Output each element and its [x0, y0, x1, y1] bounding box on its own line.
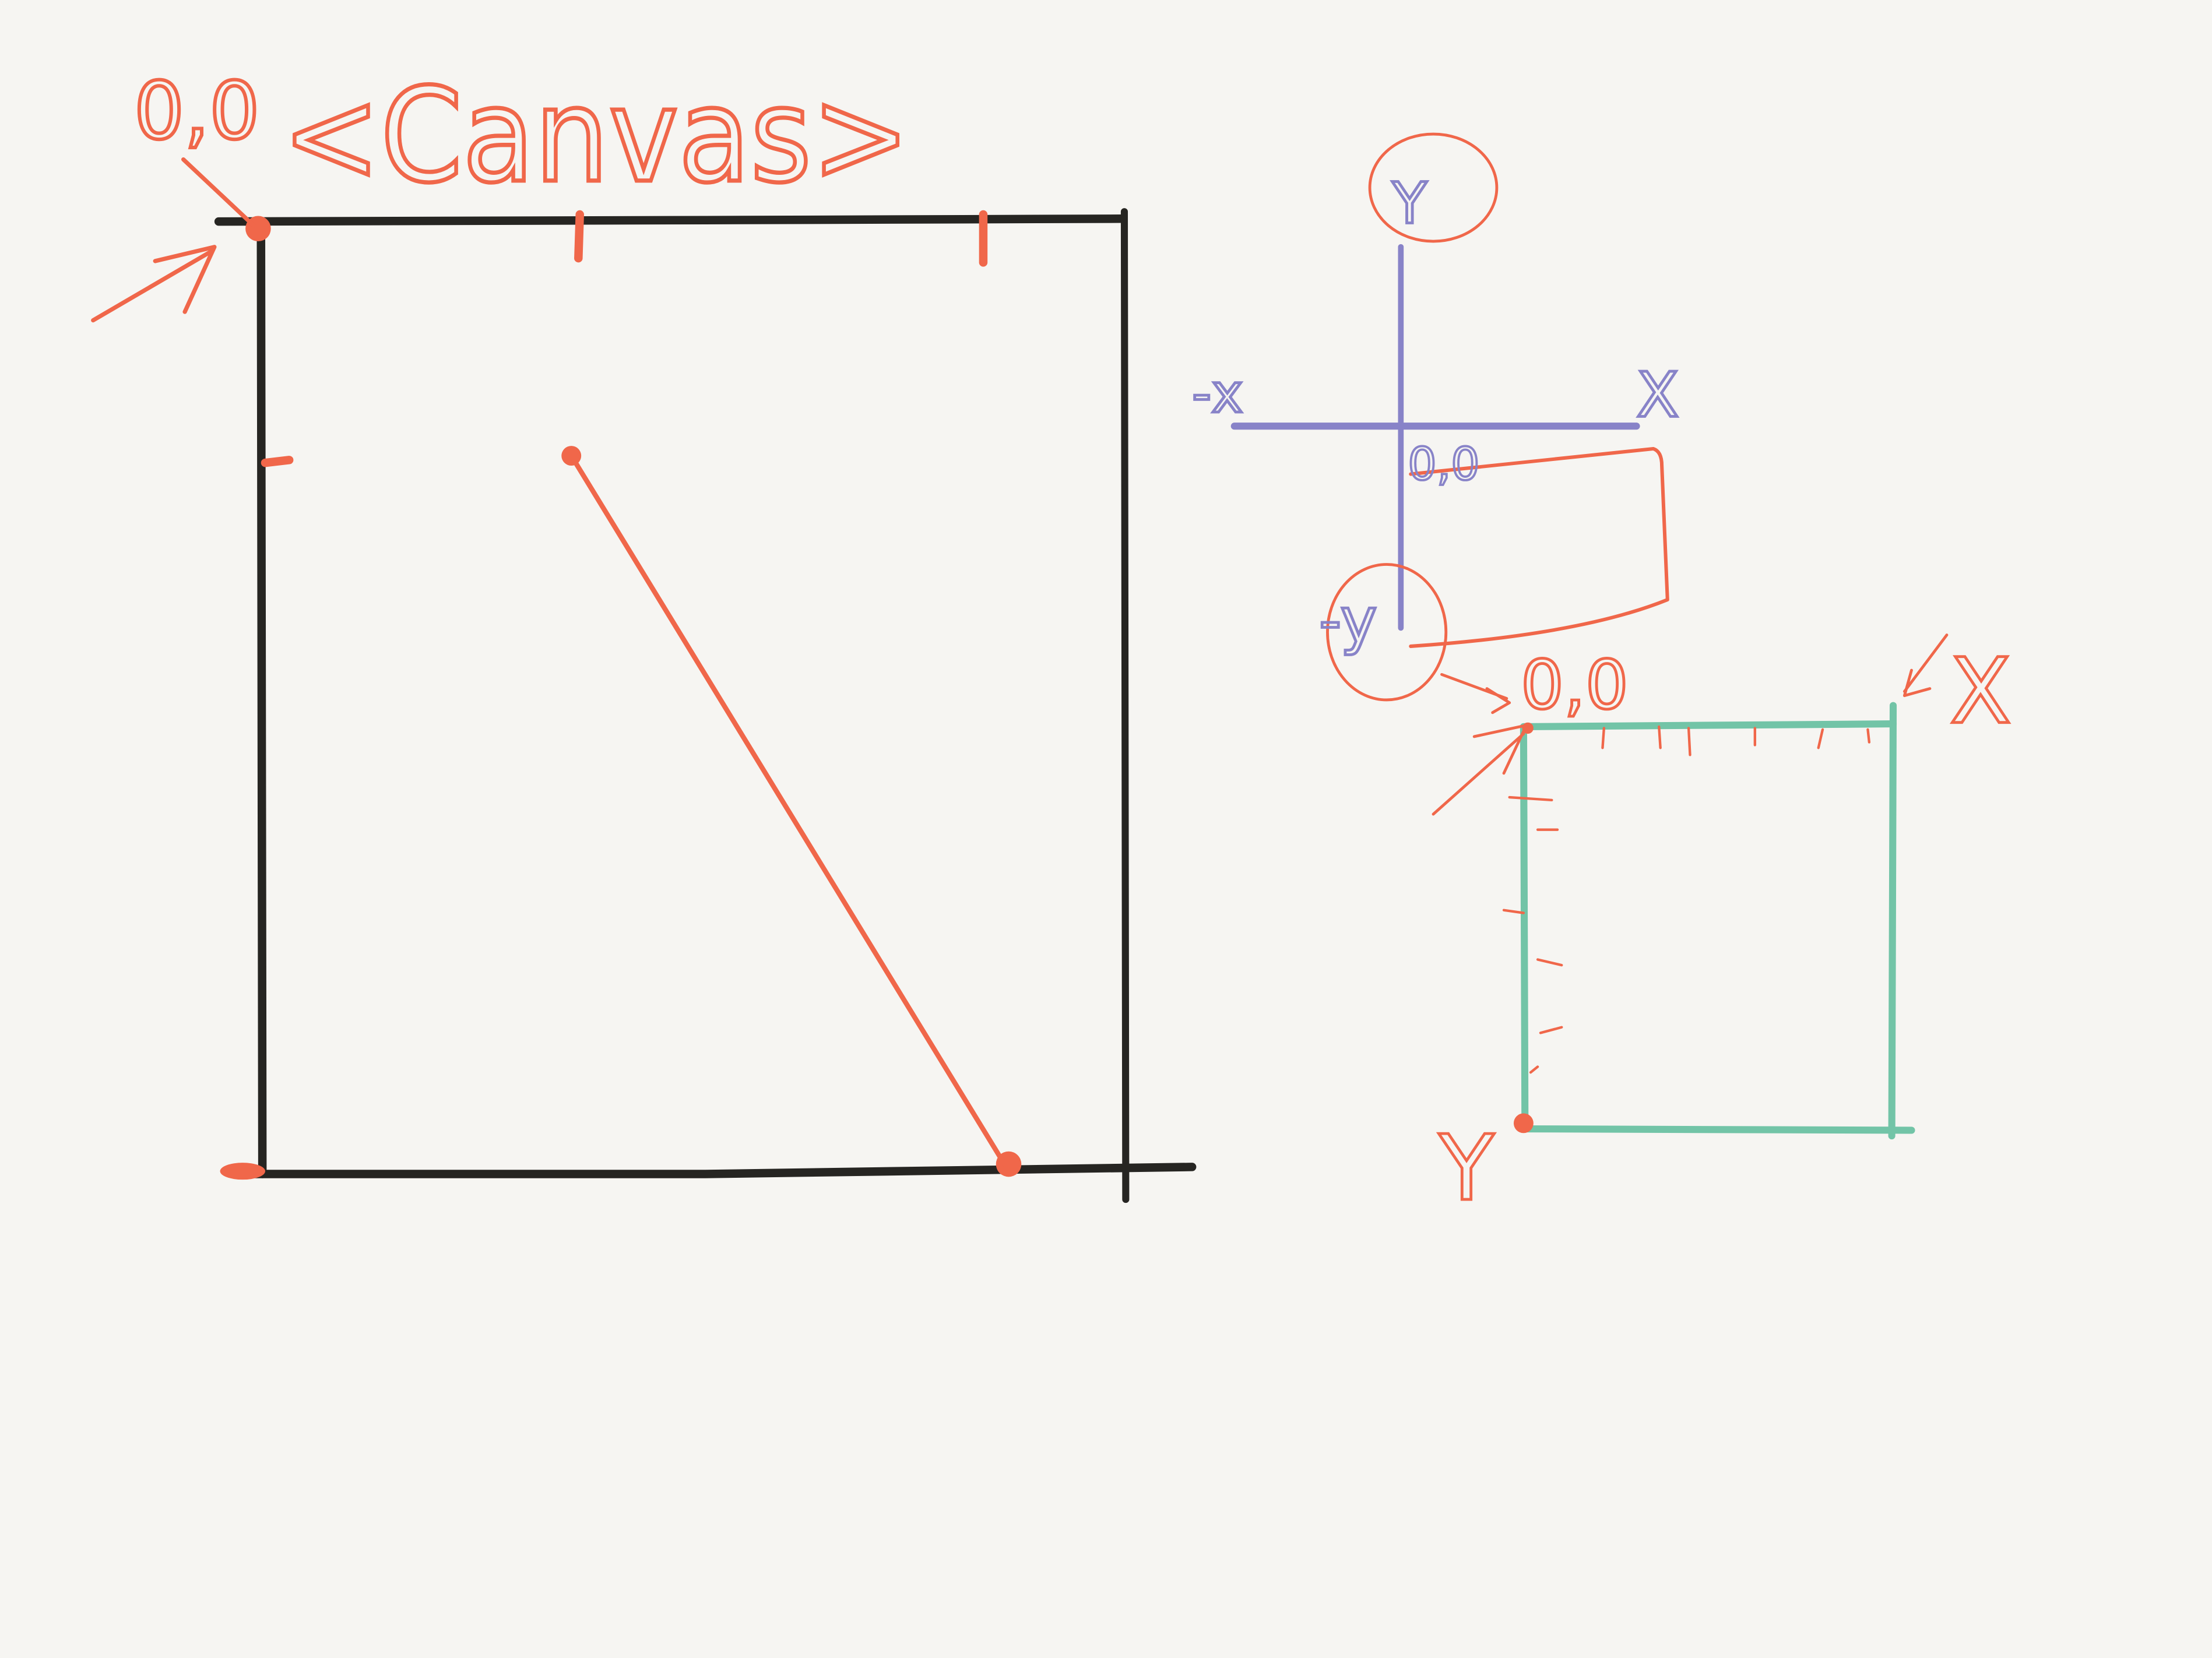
screen-x-label: X — [1950, 639, 2011, 744]
cartesian-y-label: Y — [1392, 171, 1427, 237]
y-label-circle — [1368, 132, 1499, 243]
cartesian-diagram: Y X -x -y 0,0 — [1191, 132, 1680, 702]
canvas-diagonal-line — [568, 453, 1007, 1167]
screen-origin-label: 0,0 — [1521, 646, 1629, 724]
canvas-rectangle — [214, 208, 1197, 1203]
canvas-points — [220, 216, 1022, 1180]
cartesian-orange-rectangle — [1409, 446, 1669, 648]
cartesian-neg-y-label: -y — [1319, 585, 1377, 657]
screen-coordinates-diagram: 0,0 X Y — [1432, 633, 2013, 1223]
screen-x-ticks — [1601, 725, 1871, 756]
canvas-title: <Canvas> — [282, 60, 910, 212]
canvas-tick-marks — [261, 210, 988, 467]
screen-origin-arrows — [1432, 633, 1949, 816]
cartesian-origin-label: 0,0 — [1408, 438, 1479, 491]
screen-y-ticks — [1502, 795, 1563, 1074]
canvas-origin-label: 0,0 — [134, 65, 260, 157]
canvas-diagram: 0,0 <Canvas> — [91, 58, 1197, 1203]
screen-square — [1520, 702, 1915, 1140]
canvas-origin-arrow — [91, 157, 256, 323]
cartesian-axes — [1230, 244, 1640, 631]
screen-bottom-left-point — [1513, 1113, 1534, 1134]
neg-y-label-circle — [1326, 563, 1448, 702]
cartesian-neg-x-label: -x — [1192, 362, 1243, 425]
screen-y-label: Y — [1439, 1115, 1494, 1221]
cartesian-x-label: X — [1637, 359, 1679, 431]
canvas-bottom-left-point — [220, 1163, 266, 1180]
